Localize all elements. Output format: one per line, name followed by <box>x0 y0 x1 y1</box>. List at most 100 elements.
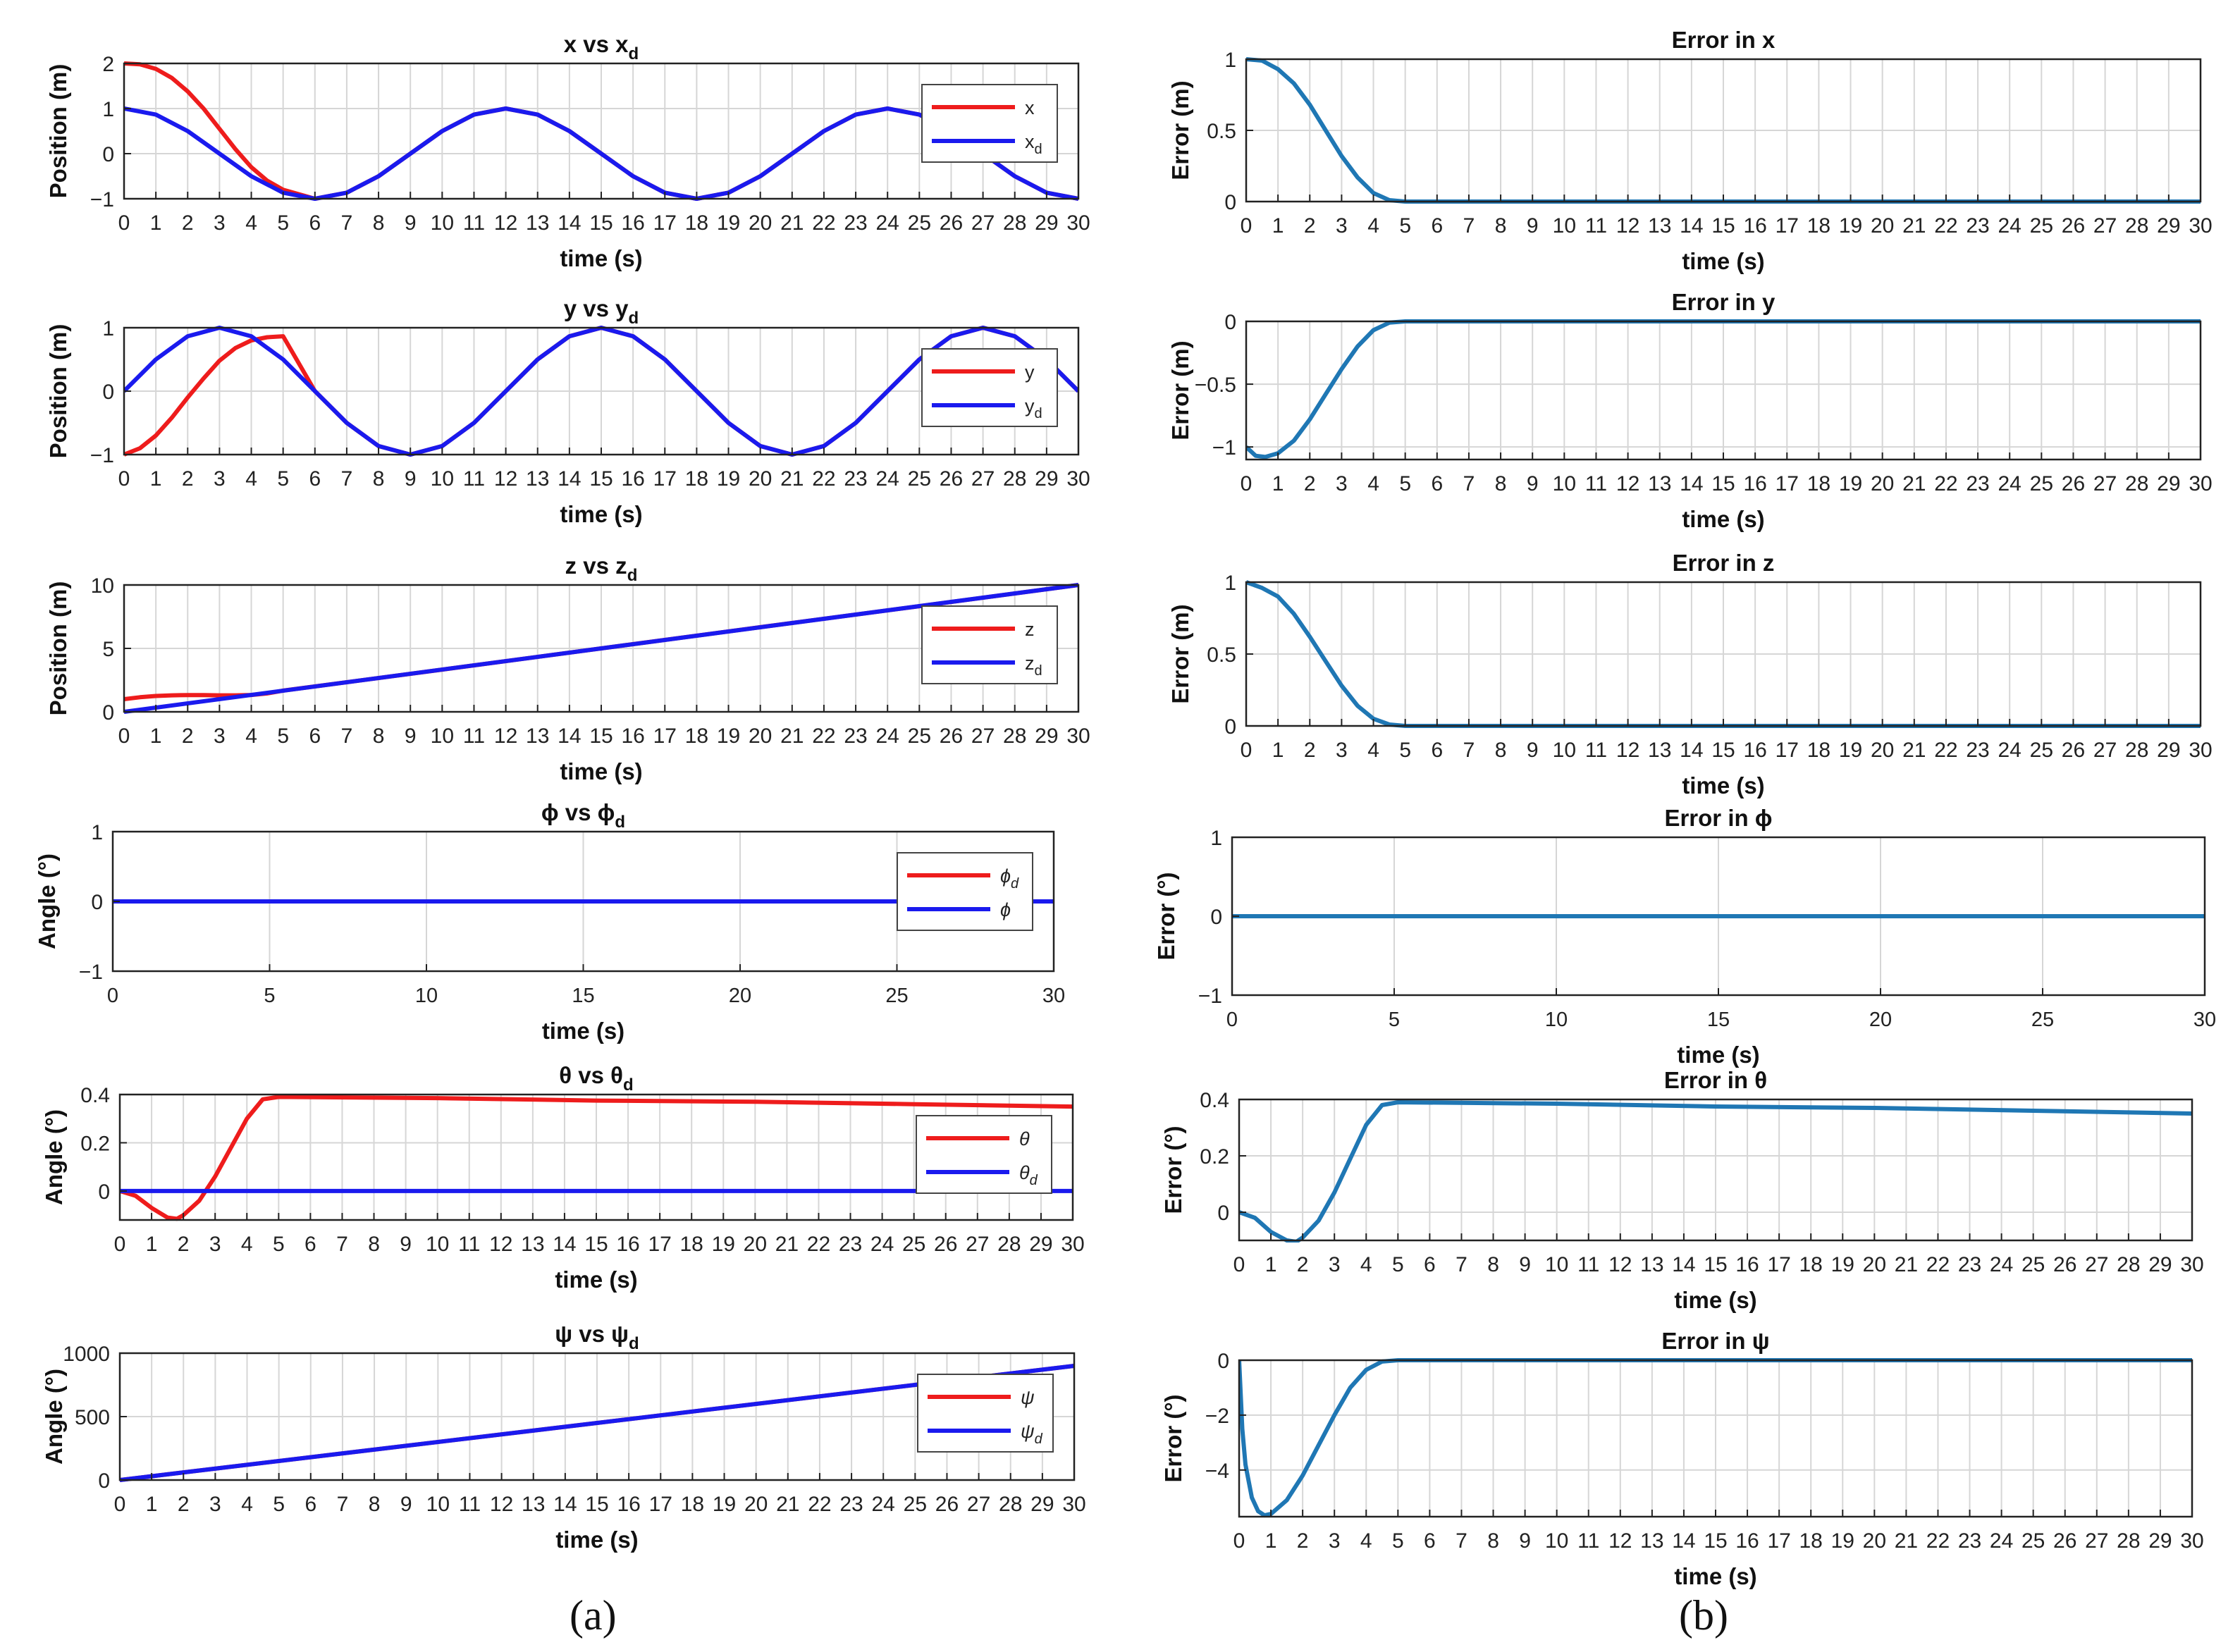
x-tick-label: 27 <box>2085 1253 2108 1276</box>
y-axis-label: Angle (°) <box>41 1369 67 1465</box>
x-tick-label: 17 <box>648 1233 671 1256</box>
x-tick-label: 14 <box>1672 1529 1695 1553</box>
x-tick-label: 13 <box>1648 739 1671 762</box>
x-tick-label: 10 <box>1553 214 1576 238</box>
x-axis-label: time (s) <box>1677 1042 1759 1068</box>
x-tick-label: 14 <box>1680 739 1703 762</box>
x-tick-label: 16 <box>616 1233 639 1256</box>
x-tick-label: 10 <box>1545 1009 1568 1031</box>
x-tick-label: 16 <box>621 725 644 748</box>
x-tick-label: 22 <box>1934 214 1957 238</box>
x-tick-label: 17 <box>1767 1529 1790 1553</box>
x-tick-label: 1 <box>1265 1529 1277 1553</box>
x-tick-label: 2 <box>1304 472 1316 495</box>
x-tick-label: 25 <box>2030 472 2053 495</box>
x-tick-label: 4 <box>1367 472 1379 495</box>
x-tick-label: 24 <box>1998 472 2021 495</box>
x-tick-label: 23 <box>1966 214 1989 238</box>
x-tick-label: 17 <box>653 725 677 748</box>
y-tick-label: 0 <box>1217 1202 1229 1225</box>
x-tick-label: 26 <box>940 467 963 491</box>
x-tick-label: 25 <box>885 985 908 1007</box>
x-tick-label: 23 <box>839 1493 863 1516</box>
series-line-epsi-0 <box>1239 1358 2192 1518</box>
x-tick-label: 20 <box>1869 1009 1892 1031</box>
x-tick-label: 8 <box>368 1233 380 1256</box>
x-tick-label: 14 <box>553 1233 576 1256</box>
x-tick-label: 26 <box>2062 214 2085 238</box>
y-tick-label: 0.2 <box>80 1132 110 1155</box>
x-tick-label: 12 <box>1616 214 1639 238</box>
x-tick-label: 4 <box>241 1233 253 1256</box>
x-tick-label: 1 <box>146 1233 158 1256</box>
x-tick-label: 23 <box>1958 1253 1981 1276</box>
y-tick-label: 1 <box>102 317 114 340</box>
legend-entry: z <box>1025 619 1035 640</box>
x-tick-label: 3 <box>209 1233 221 1256</box>
x-tick-label: 13 <box>1648 214 1671 238</box>
x-tick-label: 3 <box>214 467 226 491</box>
x-tick-label: 25 <box>908 211 931 235</box>
subplot-epsi: 0 1 2 3 4 5 6 7 8 9 10 11 12 13 14 15 16 17 18 19 20 21 22 23 24… <box>1160 1328 2204 1589</box>
x-tick-label: 11 <box>1577 1529 1599 1553</box>
x-tick-label: 9 <box>405 211 417 235</box>
series-line-theta-0 <box>120 1095 1073 1221</box>
x-tick-label: 2 <box>178 1233 190 1256</box>
x-tick-label: 29 <box>2148 1529 2172 1553</box>
x-tick-label: 2 <box>182 467 194 491</box>
subplot-x: 0 1 2 3 4 5 6 7 8 9 10 11 12 13 14 15 16 17 18 19 20 21 22 23 24… <box>45 31 1090 271</box>
x-tick-label: 11 <box>1585 214 1607 238</box>
x-tick-label: 19 <box>1831 1253 1854 1276</box>
x-tick-label: 1 <box>150 725 162 748</box>
x-tick-label: 27 <box>2093 739 2117 762</box>
y-tick-label: −2 <box>1205 1405 1229 1428</box>
x-tick-label: 28 <box>997 1233 1021 1256</box>
y-tick-label: −1 <box>90 444 114 467</box>
x-tick-label: 1 <box>146 1493 158 1516</box>
x-tick-label: 1 <box>1265 1253 1277 1276</box>
x-tick-label: 3 <box>1336 472 1348 495</box>
x-tick-label: 16 <box>621 211 644 235</box>
legend: yyd <box>921 348 1058 427</box>
x-tick-label: 30 <box>2180 1529 2203 1553</box>
y-tick-label: 1 <box>91 821 103 844</box>
x-tick-label: 6 <box>1431 739 1443 762</box>
x-axis-label: time (s) <box>555 1527 638 1553</box>
y-axis-label: Position (m) <box>45 64 71 199</box>
x-tick-label: 15 <box>1711 472 1735 495</box>
x-tick-label: 3 <box>1329 1529 1341 1553</box>
x-tick-label: 14 <box>558 725 581 748</box>
x-axis-label: time (s) <box>560 245 642 271</box>
x-tick-label: 2 <box>182 725 194 748</box>
x-tick-label: 1 <box>1272 739 1284 762</box>
x-tick-label: 28 <box>1003 725 1026 748</box>
chart-title: ψ vs ψd <box>555 1321 639 1353</box>
x-tick-label: 29 <box>1035 211 1058 235</box>
x-tick-label: 4 <box>241 1493 253 1516</box>
x-tick-label: 17 <box>1767 1253 1790 1276</box>
x-tick-label: 30 <box>1066 211 1090 235</box>
x-tick-label: 26 <box>940 725 963 748</box>
x-tick-label: 17 <box>1776 739 1799 762</box>
x-tick-label: 6 <box>1431 472 1443 495</box>
y-tick-label: 0 <box>102 143 114 166</box>
x-tick-label: 12 <box>1608 1529 1632 1553</box>
x-tick-label: 30 <box>1066 725 1090 748</box>
x-tick-label: 19 <box>717 725 740 748</box>
x-axis-label: time (s) <box>555 1266 637 1293</box>
x-tick-label: 2 <box>1304 739 1316 762</box>
x-tick-label: 27 <box>2093 472 2117 495</box>
x-tick-label: 27 <box>971 467 995 491</box>
x-tick-label: 5 <box>277 467 289 491</box>
y-tick-label: 1 <box>1224 49 1236 72</box>
x-axis-label: time (s) <box>1682 248 1764 274</box>
x-tick-label: 28 <box>2117 1529 2140 1553</box>
x-tick-label: 8 <box>1487 1529 1499 1553</box>
x-tick-label: 20 <box>1871 214 1894 238</box>
x-tick-label: 15 <box>1704 1529 1727 1553</box>
x-tick-label: 0 <box>1233 1253 1245 1276</box>
x-axis-label: time (s) <box>560 758 642 784</box>
x-tick-label: 30 <box>2189 472 2212 495</box>
x-tick-label: 14 <box>553 1493 577 1516</box>
x-tick-label: 3 <box>1329 1253 1341 1276</box>
